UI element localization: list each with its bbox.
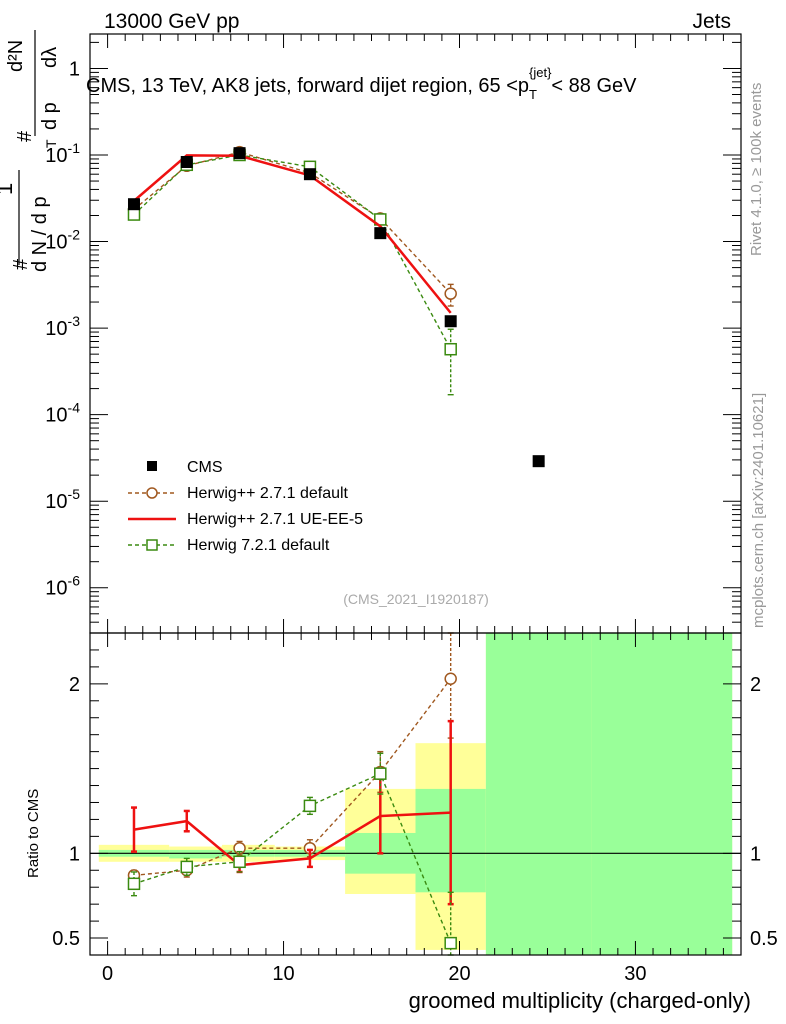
ratio-marker-herwig-7-2-1-default-1 bbox=[180, 860, 194, 874]
y-tick-label-ratio-left-2: 2 bbox=[69, 674, 80, 696]
title-sub: T bbox=[529, 87, 537, 102]
main-marker-herwig-7-2-1-default-0 bbox=[127, 208, 141, 221]
ratio-marker-herwig-7-2-1-default-4 bbox=[374, 767, 387, 780]
y-tick-label-main-5: 10-1 bbox=[45, 140, 80, 167]
legend: CMS Herwig++ 2.7.1 default Herwig++ 2.7.… bbox=[128, 459, 363, 554]
y-tick-label-main-2: 10-4 bbox=[45, 400, 80, 427]
ratio-frame bbox=[89, 632, 742, 956]
energy-label: 13000 GeV pp bbox=[104, 10, 239, 33]
y-tick-label-ratio-left-1: 1 bbox=[69, 843, 80, 865]
analysis-id: (CMS_2021_I1920187) bbox=[343, 591, 489, 607]
y-tick-label-main-4: 10-2 bbox=[45, 227, 80, 254]
main-y-axis-label: # 1 d N / d p T # d²N d p dλ bbox=[0, 30, 61, 272]
ratio-line-herwig-2-7-1-default bbox=[133, 678, 452, 877]
y-tick-label-main-3: 10-3 bbox=[45, 313, 80, 340]
title-sup: {jet} bbox=[529, 65, 552, 80]
y-tick-label-ratio-left-0: 0.5 bbox=[52, 928, 80, 950]
title-p: p bbox=[518, 75, 529, 97]
svg-text:CMS, 13 TeV, AK8 jets, forward: CMS, 13 TeV, AK8 jets, forward dijet reg… bbox=[86, 65, 637, 102]
main-cms-point-2 bbox=[233, 147, 246, 160]
main-line-herwig-2-7-1-ue-ee-5 bbox=[133, 154, 452, 314]
legend-label-herwig-ueee5: Herwig++ 2.7.1 UE-EE-5 bbox=[187, 511, 363, 528]
band-inner-1 bbox=[169, 849, 222, 859]
ylabel-dpt-right: d p bbox=[39, 102, 61, 130]
x-axis-title: groomed multiplicity (charged-only) bbox=[409, 988, 751, 1013]
plot-title: CMS, 13 TeV, AK8 jets, forward dijet reg… bbox=[86, 65, 637, 102]
x-tick-label-3: 30 bbox=[624, 963, 646, 985]
main-line-herwig-7-2-1-default bbox=[133, 154, 452, 350]
main-cms-point-5 bbox=[444, 315, 457, 328]
y-tick-label-ratio-right-2: 2 bbox=[750, 674, 761, 696]
ratio-y-axis-label: Ratio to CMS bbox=[25, 789, 42, 878]
main-marker-herwig-2-7-1-default-5 bbox=[444, 287, 457, 300]
ylabel-dn-left: d N / d p bbox=[29, 196, 51, 272]
x-tick-label-1: 10 bbox=[272, 963, 294, 985]
main-panel-series bbox=[127, 145, 545, 468]
y-tick-label-main-0: 10-6 bbox=[45, 573, 80, 600]
ratio-marker-herwig-7-2-1-default-0 bbox=[127, 877, 141, 891]
source-label: mcplots.cern.ch [arXiv:2401.10621] bbox=[750, 393, 767, 628]
y-tick-label-main-6: 1 bbox=[69, 58, 80, 80]
main-cms-point-3 bbox=[303, 168, 316, 181]
legend-marker-herwig-default bbox=[146, 487, 158, 499]
ylabel-hash-left: # bbox=[10, 258, 32, 270]
main-marker-herwig-7-2-1-default-5 bbox=[444, 342, 457, 356]
ylabel-one: 1 bbox=[0, 183, 17, 195]
ratio-panel-series bbox=[127, 632, 457, 956]
legend-marker-herwig7 bbox=[146, 539, 158, 551]
category-label: Jets bbox=[692, 10, 731, 33]
axes: 0 10 20 30 10-6 10-5 10-4 10-3 10-2 10-1 1 0.5 0.5 1 1… bbox=[45, 33, 778, 985]
ratio-uncertainty-bands bbox=[90, 633, 741, 955]
y-tick-label-ratio-right-0: 0.5 bbox=[750, 928, 778, 950]
y-tick-label-ratio-right-1: 1 bbox=[750, 843, 761, 865]
ratio-marker-herwig-7-2-1-default-2 bbox=[233, 855, 246, 869]
main-cms-point-6 bbox=[532, 455, 545, 468]
band-inner-7 bbox=[591, 633, 733, 955]
x-tick-label-2: 20 bbox=[448, 963, 470, 985]
ylabel-d2n: d²N bbox=[5, 40, 27, 72]
legend-label-cms: CMS bbox=[187, 459, 223, 476]
main-cms-point-0 bbox=[127, 198, 140, 211]
ratio-marker-herwig-2-7-1-default-5 bbox=[444, 672, 457, 686]
main-cms-point-1 bbox=[180, 155, 193, 168]
ratio-line-herwig-2-7-1-ue-ee-5 bbox=[133, 811, 451, 867]
ylabel-sub-t-left: T bbox=[43, 139, 59, 148]
ratio-marker-herwig-7-2-1-default-5 bbox=[444, 936, 457, 950]
x-tick-label-0: 0 bbox=[102, 963, 113, 985]
title-end: < 88 GeV bbox=[551, 75, 637, 97]
rivet-label: Rivet 4.1.0, ≥ 100k events bbox=[748, 83, 765, 256]
ylabel-dlambda: dλ bbox=[39, 47, 61, 68]
band-inner-6 bbox=[485, 633, 592, 955]
ylabel-hash-right: # bbox=[14, 130, 36, 142]
legend-label-herwig-default: Herwig++ 2.7.1 default bbox=[187, 485, 349, 502]
legend-marker-cms bbox=[147, 461, 157, 471]
main-line-herwig-2-7-1-default bbox=[133, 151, 452, 295]
ratio-marker-herwig-7-2-1-default-3 bbox=[303, 799, 317, 813]
title-main: CMS, 13 TeV, AK8 jets, forward dijet reg… bbox=[86, 75, 518, 97]
y-tick-label-main-1: 10-5 bbox=[45, 486, 80, 513]
legend-label-herwig7: Herwig 7.2.1 default bbox=[187, 537, 330, 554]
main-cms-point-4 bbox=[374, 227, 387, 240]
